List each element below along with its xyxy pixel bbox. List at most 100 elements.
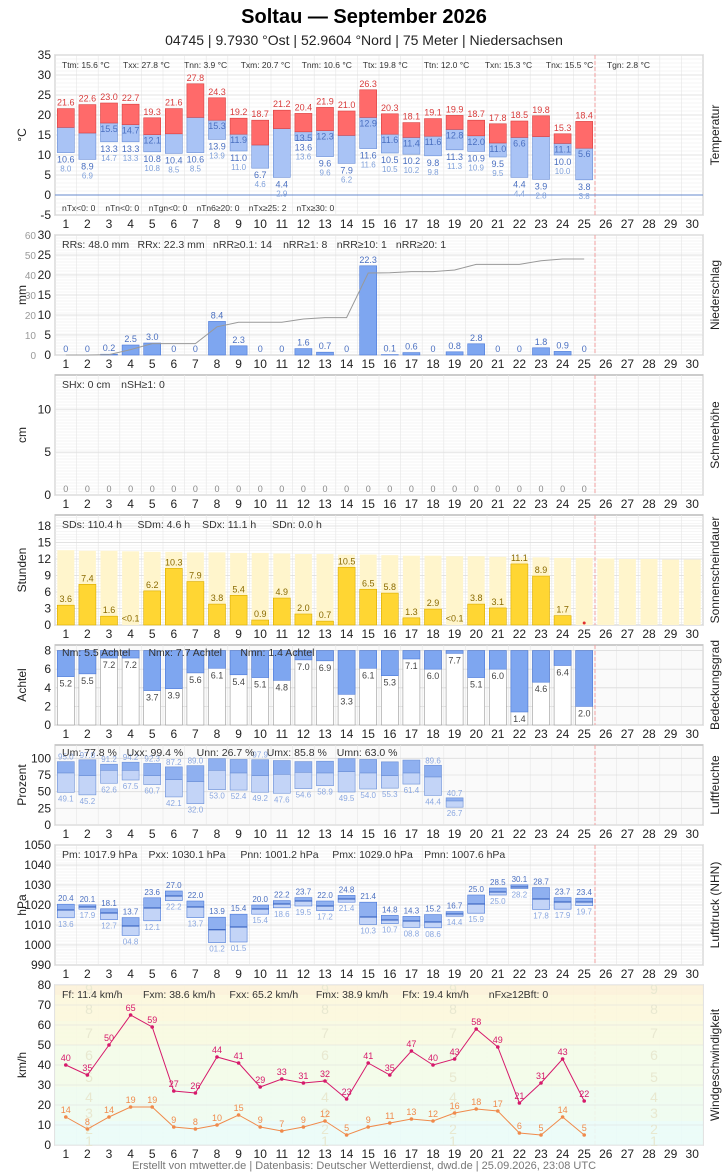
wind-mean-point xyxy=(452,1111,457,1115)
pressure-min-label: 10.3 xyxy=(360,926,376,935)
pressure-min-label: 15.9 xyxy=(468,915,484,924)
temp-min-bar xyxy=(186,117,205,153)
humidity-min-bar xyxy=(316,772,334,787)
pressure-min-bar xyxy=(359,916,378,925)
wind-mean-point xyxy=(344,1133,349,1137)
beaufort-zone xyxy=(55,1087,703,1121)
tground-label: 11.6 xyxy=(361,161,377,170)
pressure-min-bar xyxy=(532,898,550,910)
bft-label: 7 xyxy=(449,1025,457,1041)
x-tick-label: 11 xyxy=(276,627,289,641)
pressure-max-bar xyxy=(316,900,334,907)
pressure-min-label: 25.0 xyxy=(490,897,506,906)
temp-min-bar xyxy=(251,144,269,169)
x-tick-label: 9 xyxy=(235,497,242,511)
bft-label: 3 xyxy=(321,1105,329,1121)
y-tick-label: 9 xyxy=(44,569,51,583)
x-tick-label: 14 xyxy=(340,1147,354,1161)
temp-max-bar xyxy=(100,102,118,124)
humidity-min-label: 42.1 xyxy=(166,799,182,808)
x-tick-label: 25 xyxy=(578,357,592,371)
humidity-max-bar xyxy=(208,758,226,771)
tmean-label: 12.8 xyxy=(446,130,464,140)
tmean-label: 5.6 xyxy=(578,149,591,159)
x-tick-label: 17 xyxy=(405,727,419,741)
x-tick-label: 2 xyxy=(84,627,91,641)
sun-label: 3.8 xyxy=(211,593,224,603)
tmin-label: 8.9 xyxy=(81,161,94,171)
humidity-max-bar xyxy=(294,761,313,773)
x-tick-label: 17 xyxy=(405,357,419,371)
x-tick-label: 9 xyxy=(235,627,242,641)
sun-label: 3.1 xyxy=(492,597,505,607)
tground-label: 11.3 xyxy=(447,162,463,171)
temp-max-bar xyxy=(229,117,248,135)
tground-label: 6.2 xyxy=(341,175,353,184)
humidity-min-bar xyxy=(165,779,183,798)
pressure-max-label: 13.9 xyxy=(209,907,225,916)
pressure-max-label: 25.0 xyxy=(468,885,484,894)
tground-label: 2.8 xyxy=(535,191,547,200)
precip-label: 0.6 xyxy=(405,342,418,352)
y-tick-label: 50 xyxy=(38,785,52,799)
x-tick-label: 29 xyxy=(664,357,678,371)
humidity-min-label: 52.4 xyxy=(231,792,247,801)
sun-bar xyxy=(229,594,248,626)
x-tick-label: 20 xyxy=(470,967,484,981)
y-tick-label: 0 xyxy=(44,1138,51,1152)
snow-label: 0 xyxy=(430,484,435,494)
tground-label: 11.0 xyxy=(231,163,247,172)
x-tick-label: 27 xyxy=(621,967,635,981)
humidity-min-bar xyxy=(229,772,248,791)
wind-mean-label: 10 xyxy=(212,1113,222,1123)
pressure-min-bar xyxy=(100,912,118,920)
pressure-min-label: 08.8 xyxy=(404,929,420,938)
precip-bar xyxy=(143,342,161,356)
sun-bar xyxy=(380,592,399,626)
pressure-max-bar xyxy=(100,908,118,914)
x-tick-label: 5 xyxy=(149,827,156,841)
temp-max-bar xyxy=(510,120,529,138)
pressure-max-bar xyxy=(56,903,75,911)
x-tick-label: 18 xyxy=(426,967,440,981)
cloud-label: 7.0 xyxy=(297,662,310,672)
x-tick-label: 16 xyxy=(383,727,397,741)
possible-sun-bar xyxy=(597,558,615,625)
stat-label: Tgn: 2.8 °C xyxy=(607,60,650,70)
tground-label: 13.9 xyxy=(209,151,225,160)
y-tick-label: 70 xyxy=(38,998,52,1012)
stat-label: nSH≥1: 0 xyxy=(121,379,165,391)
wind-mean-label: 9 xyxy=(366,1115,371,1125)
tmin-label: 13.9 xyxy=(208,141,226,151)
y-tick-label: 25 xyxy=(38,248,52,262)
stat-label: Pm: 1017.9 hPa xyxy=(62,849,137,861)
humidity-min-bar xyxy=(143,775,161,785)
wind-gust-label: 44 xyxy=(212,1045,222,1055)
temp-max-bar xyxy=(337,110,356,136)
possible-sun-bar xyxy=(554,557,572,625)
x-tick-label: 21 xyxy=(491,357,505,371)
wind-mean-point xyxy=(215,1123,219,1127)
station-info: 04745 | 9.7930 °Ost | 52.9604 °Nord | 75… xyxy=(165,32,563,48)
x-tick-label: 30 xyxy=(686,497,700,511)
humidity-max-label: 95.0 xyxy=(58,753,74,762)
x-tick-label: 12 xyxy=(297,727,311,741)
possible-sun-bar xyxy=(122,551,140,625)
x-tick-label: 25 xyxy=(578,827,592,841)
precip-label: 1.6 xyxy=(297,338,310,348)
y-tick-label: 1010 xyxy=(24,918,51,932)
humidity-max-bar xyxy=(380,761,399,776)
x-tick-label: 27 xyxy=(621,827,635,841)
pressure-max-bar xyxy=(143,897,161,909)
pressure-max-bar xyxy=(208,916,226,931)
bft-label: 9 xyxy=(650,981,658,997)
pressure-max-label: 14.3 xyxy=(404,906,420,915)
x-tick-label: 6 xyxy=(170,967,177,981)
x-tick-label: 22 xyxy=(513,1147,527,1161)
wind-mean-label: 5 xyxy=(538,1123,543,1133)
x-tick-label: 21 xyxy=(491,1147,505,1161)
bft-label: 1 xyxy=(321,1133,329,1149)
humidity-min-bar xyxy=(359,772,378,790)
pressure-max-bar xyxy=(380,915,399,921)
